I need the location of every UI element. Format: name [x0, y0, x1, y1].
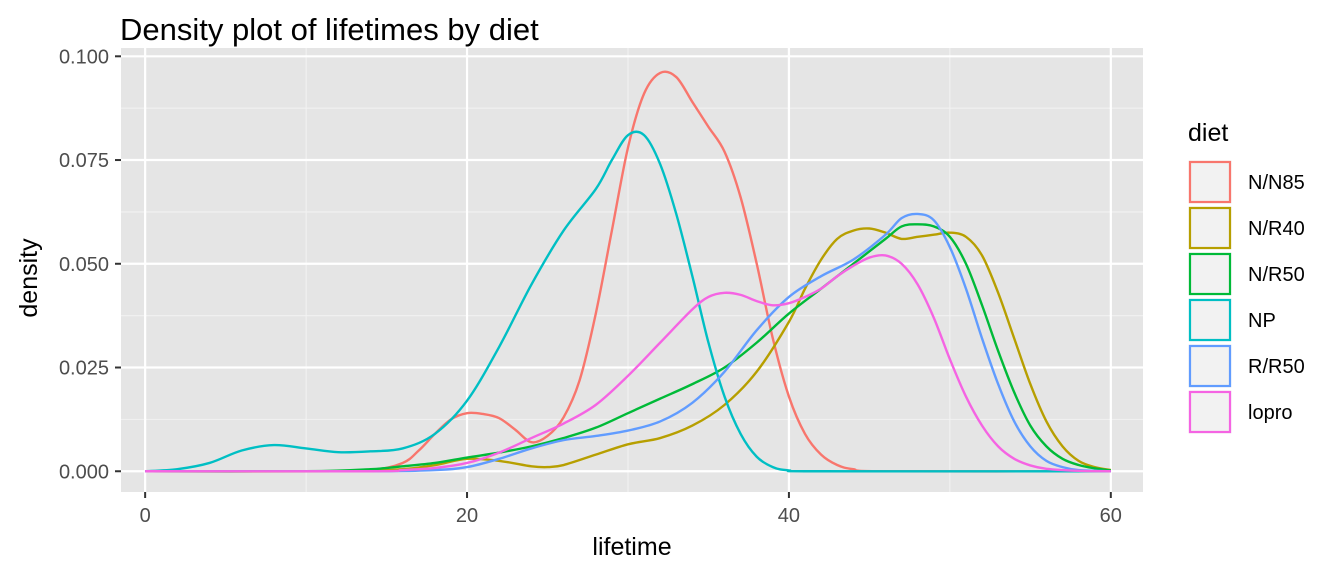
- legend-label-np: NP: [1248, 310, 1276, 332]
- x-tick-label: 20: [456, 505, 478, 527]
- y-tick-label: 0.075: [59, 150, 109, 172]
- x-axis: 0 20 40 60: [140, 492, 1122, 527]
- legend-key-bg-n-r40: [1187, 205, 1233, 251]
- legend-title: diet: [1188, 119, 1228, 147]
- legend-key-bg-n-r50: [1187, 251, 1233, 297]
- x-axis-title: lifetime: [592, 533, 671, 561]
- x-tick-label: 40: [778, 505, 800, 527]
- plot-panel: [121, 48, 1143, 492]
- series-line-np: [145, 130, 1111, 473]
- series-line-r-r50: [145, 212, 1111, 473]
- legend-label-n-r50: N/R50: [1248, 264, 1305, 286]
- legend-key-bg-r-r50: [1187, 343, 1233, 389]
- legend-label-n-n85: N/N85: [1248, 172, 1305, 194]
- y-tick-label: 0.025: [59, 358, 109, 380]
- legend-key-lopro: [1188, 390, 1232, 434]
- legend: diet N/N85 N/R40 N/R50 NP R/R50 lopro: [1187, 119, 1305, 435]
- series-line-n-r50: [145, 223, 1111, 473]
- y-axis: 0.000 0.025 0.050 0.075 0.100: [59, 46, 121, 483]
- legend-label-r-r50: R/R50: [1248, 356, 1305, 378]
- y-tick-label: 0.000: [59, 461, 109, 483]
- y-axis-title: density: [15, 238, 43, 318]
- x-tick-label: 0: [140, 505, 151, 527]
- legend-key-r-r50: [1188, 344, 1232, 388]
- legend-items: N/N85 N/R40 N/R50 NP R/R50 lopro: [1187, 159, 1305, 435]
- legend-key-n-n85: [1188, 160, 1232, 204]
- density-series: [145, 70, 1112, 473]
- legend-label-n-r40: N/R40: [1248, 218, 1305, 240]
- series-line-n-r40: [145, 227, 1112, 473]
- legend-key-bg-n-n85: [1187, 159, 1233, 205]
- minor-gridlines: [121, 48, 1143, 492]
- series-line-lopro: [145, 253, 1111, 473]
- y-tick-label: 0.050: [59, 254, 109, 276]
- legend-label-lopro: lopro: [1248, 402, 1292, 424]
- x-tick-label: 60: [1100, 505, 1122, 527]
- legend-key-np: [1188, 298, 1232, 342]
- y-tick-label: 0.100: [59, 46, 109, 68]
- chart-title: Density plot of lifetimes by diet: [120, 12, 539, 47]
- legend-key-n-r50: [1188, 252, 1232, 296]
- legend-key-bg-lopro: [1187, 389, 1233, 435]
- legend-key-n-r40: [1188, 206, 1232, 250]
- legend-key-bg-np: [1187, 297, 1233, 343]
- major-gridlines: [121, 48, 1143, 492]
